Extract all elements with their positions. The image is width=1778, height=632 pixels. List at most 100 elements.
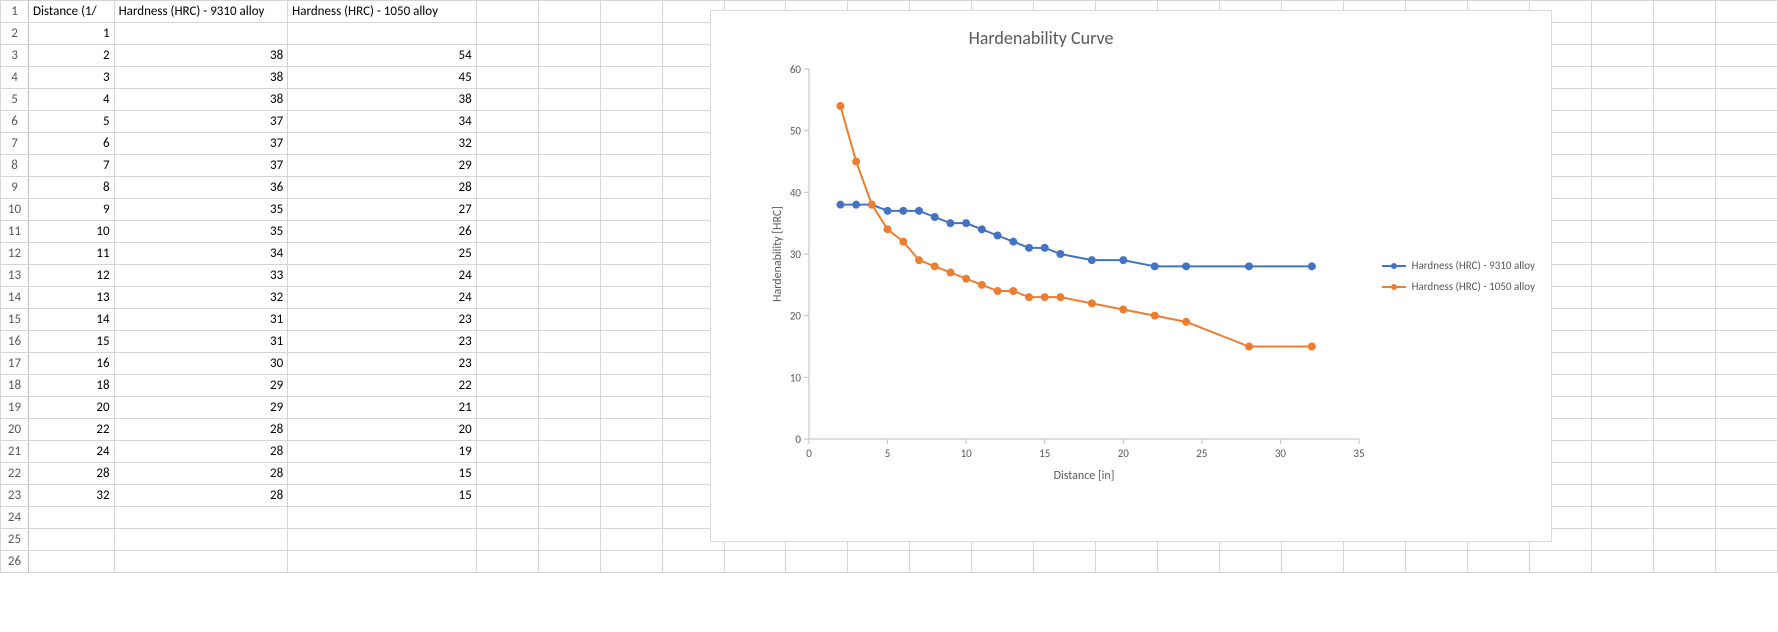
row-header[interactable]: 14 (1, 287, 29, 309)
blank-cell[interactable] (1715, 419, 1777, 441)
blank-cell[interactable] (538, 1, 600, 23)
blank-cell[interactable] (1715, 507, 1777, 529)
blank-cell[interactable] (600, 45, 662, 67)
blank-cell[interactable] (1715, 287, 1777, 309)
cell-9310[interactable]: 31 (114, 331, 288, 353)
blank-cell[interactable] (600, 67, 662, 89)
blank-cell[interactable] (1653, 45, 1715, 67)
row-header[interactable]: 7 (1, 133, 29, 155)
blank-cell[interactable] (538, 485, 600, 507)
blank-cell[interactable] (972, 551, 1034, 573)
blank-cell[interactable] (1653, 353, 1715, 375)
blank-cell[interactable] (600, 243, 662, 265)
blank-cell[interactable] (288, 551, 477, 573)
cell-1050[interactable] (288, 23, 477, 45)
blank-cell[interactable] (538, 507, 600, 529)
row-header[interactable]: 19 (1, 397, 29, 419)
col-header-9310[interactable]: Hardness (HRC) - 9310 alloy (114, 1, 288, 23)
row-header[interactable]: 4 (1, 67, 29, 89)
cell-1050[interactable]: 15 (288, 485, 477, 507)
blank-cell[interactable] (724, 551, 786, 573)
blank-cell[interactable] (1715, 155, 1777, 177)
blank-cell[interactable] (476, 177, 538, 199)
cell-distance[interactable]: 22 (29, 419, 115, 441)
blank-cell[interactable] (476, 331, 538, 353)
blank-cell[interactable] (1715, 551, 1777, 573)
cell-distance[interactable]: 9 (29, 199, 115, 221)
blank-cell[interactable] (538, 23, 600, 45)
cell-1050[interactable]: 23 (288, 309, 477, 331)
cell-distance[interactable]: 10 (29, 221, 115, 243)
blank-cell[interactable] (1715, 463, 1777, 485)
cell-9310[interactable]: 37 (114, 111, 288, 133)
blank-cell[interactable] (1653, 1, 1715, 23)
cell-9310[interactable]: 29 (114, 375, 288, 397)
blank-cell[interactable] (1653, 441, 1715, 463)
cell-9310[interactable]: 28 (114, 441, 288, 463)
cell-9310[interactable]: 31 (114, 309, 288, 331)
blank-cell[interactable] (1034, 551, 1096, 573)
blank-cell[interactable] (538, 45, 600, 67)
blank-cell[interactable] (600, 485, 662, 507)
blank-cell[interactable] (600, 507, 662, 529)
blank-cell[interactable] (1653, 89, 1715, 111)
blank-cell[interactable] (1653, 243, 1715, 265)
blank-cell[interactable] (538, 67, 600, 89)
blank-cell[interactable] (600, 155, 662, 177)
cell-1050[interactable]: 28 (288, 177, 477, 199)
blank-cell[interactable] (476, 397, 538, 419)
blank-cell[interactable] (1591, 529, 1653, 551)
cell-9310[interactable]: 37 (114, 155, 288, 177)
cell-9310[interactable]: 28 (114, 463, 288, 485)
cell-9310[interactable]: 29 (114, 397, 288, 419)
cell-9310[interactable]: 35 (114, 199, 288, 221)
cell-1050[interactable]: 38 (288, 89, 477, 111)
blank-cell[interactable] (1653, 529, 1715, 551)
blank-cell[interactable] (476, 133, 538, 155)
blank-cell[interactable] (1653, 221, 1715, 243)
cell-1050[interactable]: 45 (288, 67, 477, 89)
blank-cell[interactable] (1591, 397, 1653, 419)
blank-cell[interactable] (1653, 309, 1715, 331)
row-header[interactable]: 2 (1, 23, 29, 45)
blank-cell[interactable] (848, 551, 910, 573)
blank-cell[interactable] (600, 419, 662, 441)
blank-cell[interactable] (1591, 353, 1653, 375)
cell-9310[interactable]: 36 (114, 177, 288, 199)
blank-cell[interactable] (538, 221, 600, 243)
cell-1050[interactable]: 25 (288, 243, 477, 265)
blank-cell[interactable] (538, 419, 600, 441)
col-header-1050[interactable]: Hardness (HRC) - 1050 alloy (288, 1, 477, 23)
cell-1050[interactable]: 34 (288, 111, 477, 133)
row-header[interactable]: 9 (1, 177, 29, 199)
blank-cell[interactable] (538, 551, 600, 573)
row-header[interactable]: 22 (1, 463, 29, 485)
cell-distance[interactable]: 4 (29, 89, 115, 111)
blank-cell[interactable] (600, 177, 662, 199)
blank-cell[interactable] (1715, 67, 1777, 89)
blank-cell[interactable] (1715, 221, 1777, 243)
blank-cell[interactable] (600, 375, 662, 397)
cell-9310[interactable]: 38 (114, 89, 288, 111)
col-header-distance[interactable]: Distance (1/ (29, 1, 115, 23)
blank-cell[interactable] (910, 551, 972, 573)
cell-9310[interactable]: 30 (114, 353, 288, 375)
blank-cell[interactable] (476, 265, 538, 287)
blank-cell[interactable] (1715, 199, 1777, 221)
blank-cell[interactable] (1591, 155, 1653, 177)
row-header[interactable]: 17 (1, 353, 29, 375)
cell-distance[interactable]: 3 (29, 67, 115, 89)
cell-9310[interactable]: 33 (114, 265, 288, 287)
blank-cell[interactable] (1653, 331, 1715, 353)
blank-cell[interactable] (1591, 45, 1653, 67)
blank-cell[interactable] (1653, 111, 1715, 133)
cell-distance[interactable]: 14 (29, 309, 115, 331)
blank-cell[interactable] (538, 375, 600, 397)
blank-cell[interactable] (538, 155, 600, 177)
row-header[interactable]: 21 (1, 441, 29, 463)
blank-cell[interactable] (1715, 485, 1777, 507)
blank-cell[interactable] (1591, 419, 1653, 441)
row-header[interactable]: 10 (1, 199, 29, 221)
blank-cell[interactable] (1653, 265, 1715, 287)
row-header[interactable]: 8 (1, 155, 29, 177)
